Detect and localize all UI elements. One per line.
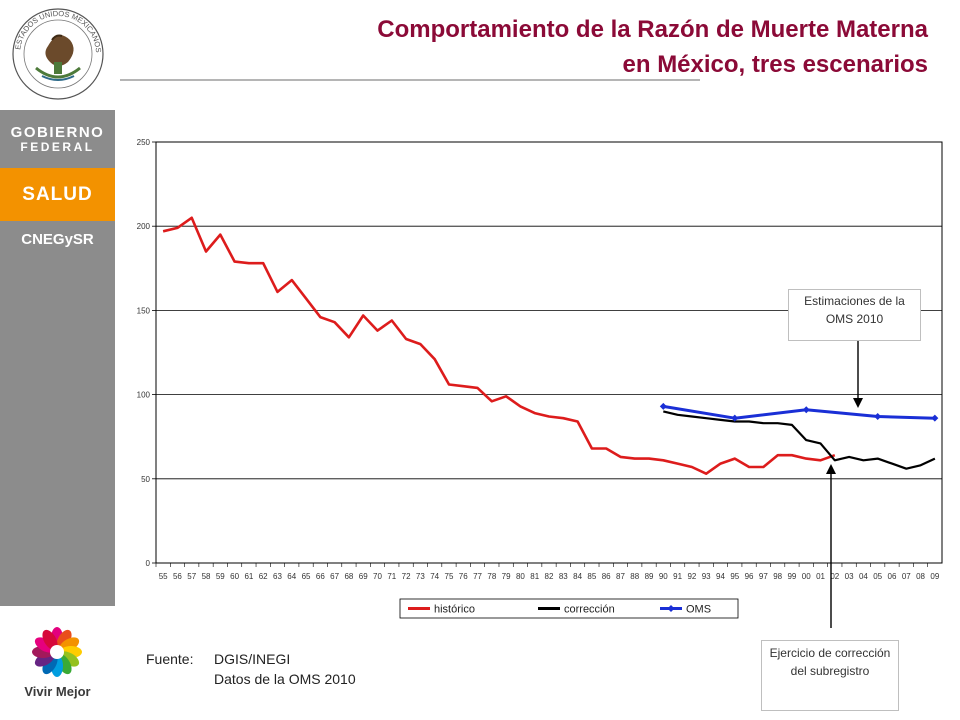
legend-label: corrección — [564, 604, 615, 616]
x-tick-label: 67 — [330, 572, 339, 581]
x-tick-label: 75 — [445, 572, 454, 581]
x-tick-label: 95 — [730, 572, 739, 581]
x-tick-label: 86 — [602, 572, 611, 581]
x-tick-label: 06 — [888, 572, 897, 581]
gobierno-label: GOBIERNO — [10, 124, 105, 141]
x-tick-label: 58 — [202, 572, 211, 581]
source-line1: DGIS/INEGI — [214, 651, 291, 667]
y-tick-label: 250 — [137, 138, 151, 147]
x-tick-label: 81 — [530, 572, 539, 581]
national-seal-icon: ESTADOS UNIDOS MEXICANOS — [12, 8, 104, 100]
arrowhead-oms — [853, 398, 863, 408]
x-tick-label: 02 — [830, 572, 839, 581]
series-line-0 — [162, 216, 836, 475]
x-tick-label: 74 — [430, 572, 439, 581]
vivir-mejor-label: Vivir Mejor — [24, 684, 91, 699]
x-tick-label: 07 — [902, 572, 911, 581]
x-tick-label: 71 — [387, 572, 396, 581]
source-label: Fuente: — [146, 651, 194, 667]
x-tick-label: 66 — [316, 572, 325, 581]
series-point — [931, 414, 939, 422]
series-point — [731, 414, 739, 422]
x-tick-label: 80 — [516, 572, 525, 581]
x-tick-label: 09 — [930, 572, 939, 581]
x-tick-label: 79 — [502, 572, 511, 581]
slide-title-line1: Comportamiento de la Razón de Muerte Mat… — [377, 16, 928, 43]
x-tick-label: 59 — [216, 572, 225, 581]
salud-label: SALUD — [0, 168, 115, 221]
x-tick-label: 56 — [173, 572, 182, 581]
callout-oms: Estimaciones de la OMS 2010 — [788, 289, 921, 341]
x-tick-label: 90 — [659, 572, 668, 581]
x-tick-label: 60 — [230, 572, 239, 581]
x-tick-label: 73 — [416, 572, 425, 581]
title-divider — [120, 79, 700, 81]
x-tick-label: 03 — [845, 572, 854, 581]
sidebar: ESTADOS UNIDOS MEXICANOS GOBIERNO FEDERA… — [0, 0, 115, 720]
slide-title-line2: en México, tres escenarios — [622, 51, 928, 78]
x-tick-label: 91 — [673, 572, 682, 581]
x-tick-label: 68 — [344, 572, 353, 581]
x-tick-label: 98 — [773, 572, 782, 581]
legend-label: histórico — [434, 604, 475, 616]
y-tick-label: 200 — [137, 222, 151, 231]
legend-label: OMS — [686, 604, 711, 616]
arrowhead-correccion — [826, 464, 836, 474]
x-tick-label: 84 — [573, 572, 582, 581]
x-tick-label: 72 — [402, 572, 411, 581]
x-tick-label: 70 — [373, 572, 382, 581]
x-tick-label: 64 — [287, 572, 296, 581]
x-tick-label: 05 — [873, 572, 882, 581]
y-tick-label: 150 — [137, 306, 151, 315]
x-tick-label: 55 — [159, 572, 168, 581]
x-tick-label: 89 — [645, 572, 654, 581]
y-tick-label: 100 — [137, 391, 151, 400]
x-tick-label: 77 — [473, 572, 482, 581]
source-line2: Datos de la OMS 2010 — [214, 671, 356, 687]
series-point — [659, 402, 667, 410]
gobierno-federal-block: GOBIERNO FEDERAL — [0, 110, 115, 167]
legend-marker — [667, 605, 675, 612]
agency-label: CNEGySR — [21, 231, 94, 248]
x-tick-label: 92 — [687, 572, 696, 581]
x-tick-label: 82 — [545, 572, 554, 581]
federal-label: FEDERAL — [20, 140, 95, 154]
y-tick-label: 50 — [141, 475, 150, 484]
x-tick-label: 76 — [459, 572, 468, 581]
plot-area — [155, 141, 943, 564]
x-tick-label: 85 — [587, 572, 596, 581]
x-tick-label: 04 — [859, 572, 868, 581]
x-tick-label: 83 — [559, 572, 568, 581]
x-tick-label: 99 — [787, 572, 796, 581]
x-tick-label: 87 — [616, 572, 625, 581]
x-tick-label: 88 — [630, 572, 639, 581]
x-tick-label: 94 — [716, 572, 725, 581]
x-tick-label: 00 — [802, 572, 811, 581]
x-tick-label: 96 — [745, 572, 754, 581]
x-tick-label: 93 — [702, 572, 711, 581]
slide-title: Comportamiento de la Razón de Muerte Mat… — [377, 12, 928, 82]
x-tick-label: 01 — [816, 572, 825, 581]
x-tick-label: 61 — [244, 572, 253, 581]
series-point — [874, 412, 882, 420]
series-point — [802, 406, 810, 414]
x-tick-label: 97 — [759, 572, 768, 581]
x-tick-label: 63 — [273, 572, 282, 581]
x-tick-label: 62 — [259, 572, 268, 581]
vivir-mejor-logo-icon — [32, 627, 82, 677]
x-tick-label: 08 — [916, 572, 925, 581]
series-line-1 — [663, 410, 936, 470]
callout-correccion: Ejercicio de corrección del subregistro — [761, 640, 899, 711]
x-tick-label: 69 — [359, 572, 368, 581]
legend-box — [399, 598, 739, 619]
x-tick-label: 78 — [487, 572, 496, 581]
y-tick-label: 0 — [146, 559, 151, 568]
x-tick-label: 65 — [302, 572, 311, 581]
x-tick-label: 57 — [187, 572, 196, 581]
